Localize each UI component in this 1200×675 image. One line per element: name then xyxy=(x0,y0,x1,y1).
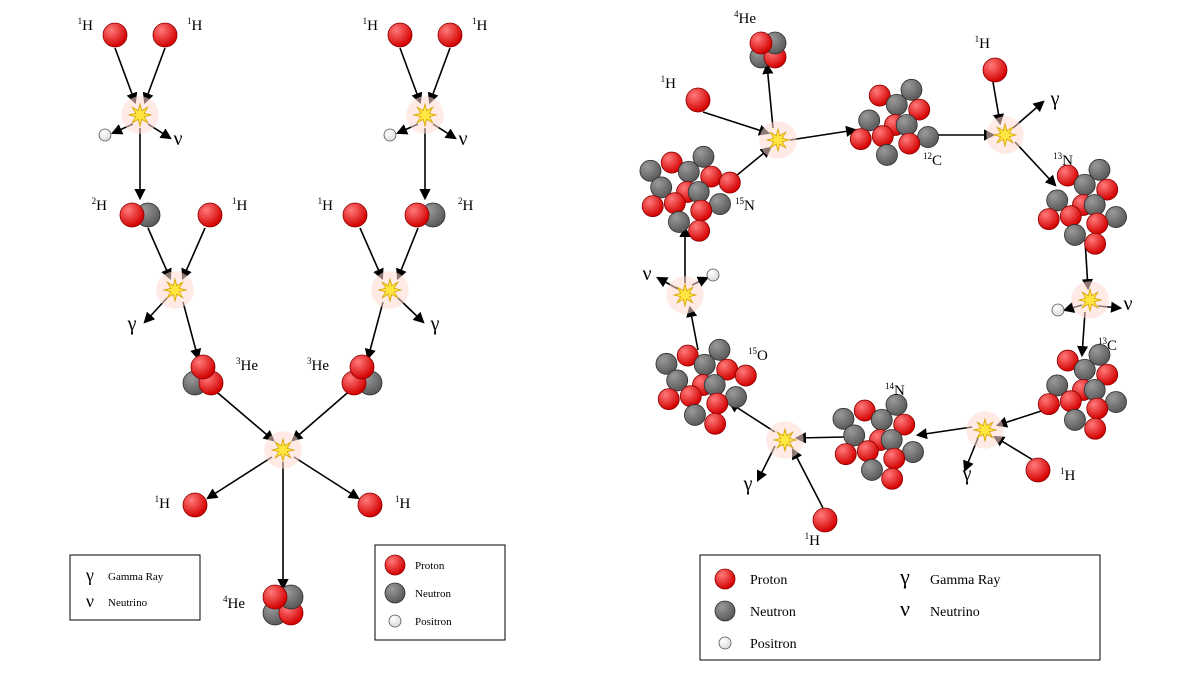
nucleus-p1d xyxy=(438,23,462,47)
svg-text:1H: 1H xyxy=(661,74,677,92)
nucleus-p3b xyxy=(358,493,382,517)
svg-text:ν: ν xyxy=(86,591,94,611)
svg-text:1H: 1H xyxy=(187,16,203,34)
nucleus-o15 xyxy=(656,339,756,434)
svg-text:ν: ν xyxy=(1123,293,1132,315)
legend-pp-particles: Proton Neutron Positron xyxy=(375,545,505,640)
svg-text:Neutron: Neutron xyxy=(750,605,796,620)
svg-text:Proton: Proton xyxy=(415,560,445,572)
svg-text:3He: 3He xyxy=(307,356,329,374)
nucleus-n15 xyxy=(640,146,740,241)
svg-text:ν: ν xyxy=(900,596,910,621)
svg-text:15O: 15O xyxy=(748,346,768,364)
nucleus-d2 xyxy=(405,203,445,227)
svg-text:Positron: Positron xyxy=(750,637,797,652)
svg-text:13N: 13N xyxy=(1053,151,1073,169)
svg-text:Proton: Proton xyxy=(750,573,787,588)
nucleus-p2b xyxy=(343,203,367,227)
svg-text:2H: 2H xyxy=(92,196,108,214)
nucleus-p2a xyxy=(198,203,222,227)
svg-text:γ: γ xyxy=(899,564,910,589)
nucleus-he3a xyxy=(183,355,223,395)
svg-text:1H: 1H xyxy=(805,531,821,549)
svg-text:14N: 14N xyxy=(885,381,905,399)
nucleus-d1 xyxy=(120,203,160,227)
svg-text:1H: 1H xyxy=(395,494,411,512)
nucleus-c13 xyxy=(1038,344,1126,439)
nucleus-h_br xyxy=(1026,458,1050,482)
nucleus-p1b xyxy=(153,23,177,47)
svg-text:Neutrino: Neutrino xyxy=(108,597,148,609)
svg-text:1H: 1H xyxy=(318,196,334,214)
svg-text:γ: γ xyxy=(85,565,94,585)
svg-text:4He: 4He xyxy=(223,594,245,612)
svg-text:ν: ν xyxy=(173,128,182,150)
svg-text:1H: 1H xyxy=(363,16,379,34)
nucleus-he4_out xyxy=(750,32,786,68)
svg-text:γ: γ xyxy=(962,463,972,485)
svg-text:3He: 3He xyxy=(236,356,258,374)
svg-text:1H: 1H xyxy=(1060,466,1076,484)
nucleus-p1a xyxy=(103,23,127,47)
svg-text:1H: 1H xyxy=(78,16,94,34)
svg-text:Gamma Ray: Gamma Ray xyxy=(930,573,1000,588)
svg-text:Neutron: Neutron xyxy=(415,588,452,600)
nucleus-n13 xyxy=(1038,159,1126,254)
svg-text:1H: 1H xyxy=(975,34,991,52)
nucleus-he4 xyxy=(263,585,303,625)
nucleus-h_r xyxy=(983,58,1007,82)
svg-text:1H: 1H xyxy=(155,494,171,512)
fusion-diagram: 1H1H1H1H2H1H1H2H3He3He1H1H4Heννγγ1H4He15… xyxy=(0,0,1200,675)
svg-text:15N: 15N xyxy=(735,196,755,214)
nucleus-p3a xyxy=(183,493,207,517)
svg-text:γ: γ xyxy=(430,313,440,335)
svg-text:2H: 2H xyxy=(458,196,474,214)
svg-text:Neutrino: Neutrino xyxy=(930,605,980,620)
svg-text:12C: 12C xyxy=(923,151,942,169)
svg-text:γ: γ xyxy=(1050,88,1060,110)
svg-text:Gamma Ray: Gamma Ray xyxy=(108,571,164,583)
nucleus-h_b xyxy=(813,508,837,532)
svg-text:γ: γ xyxy=(743,473,753,495)
nucleus-p1c xyxy=(388,23,412,47)
nucleus-n14 xyxy=(833,394,924,489)
svg-text:Positron: Positron xyxy=(415,616,452,628)
nucleus-he3b xyxy=(342,355,382,395)
svg-text:ν: ν xyxy=(642,263,651,285)
nucleus-h_top xyxy=(686,88,710,112)
svg-text:1H: 1H xyxy=(232,196,248,214)
svg-text:γ: γ xyxy=(127,313,137,335)
svg-text:ν: ν xyxy=(458,128,467,150)
svg-text:4He: 4He xyxy=(734,9,756,27)
svg-text:1H: 1H xyxy=(472,16,488,34)
